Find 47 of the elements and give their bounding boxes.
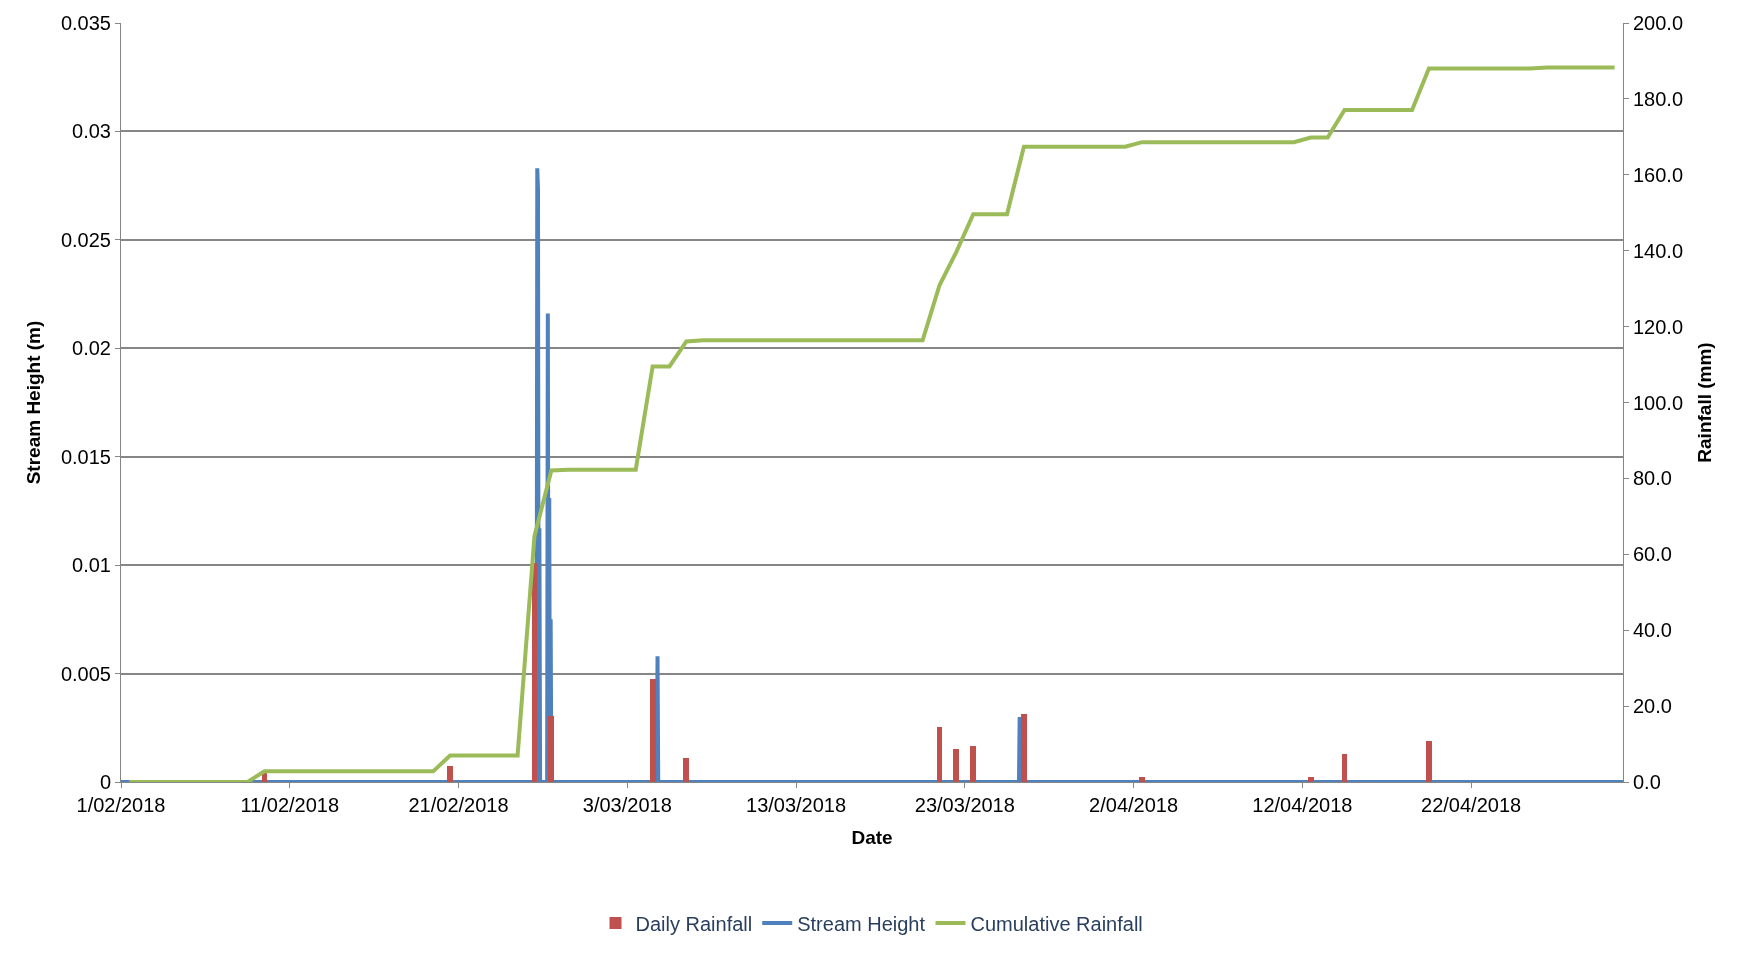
x-tick-label: 23/03/2018	[914, 794, 1015, 816]
bar	[1021, 714, 1027, 782]
y2-tick-label: 200.0	[1633, 12, 1684, 34]
y-tick-label: 0.015	[60, 445, 111, 468]
legend-label: Stream Height	[797, 912, 926, 935]
y2-tick-label: 80.0	[1633, 467, 1672, 490]
x-tick-label: 13/03/2018	[746, 794, 847, 816]
bar	[1308, 777, 1314, 782]
y-tick-label: 0.035	[60, 12, 111, 34]
y-tick-label: 0	[99, 771, 111, 793]
y2-tick-label: 60.0	[1633, 543, 1672, 566]
y2-tick-label: 160.0	[1633, 163, 1684, 186]
bar	[1342, 754, 1347, 782]
y-tick-label: 0.005	[60, 662, 111, 685]
bar	[1426, 741, 1432, 782]
y2-tick-label: 40.0	[1633, 619, 1672, 642]
y-tick-label: 0.01	[72, 554, 111, 577]
bar	[1139, 777, 1145, 782]
y-axis-title: Stream Height (m)	[22, 320, 44, 485]
x-tick-label: 1/02/2018	[76, 794, 166, 816]
y2-tick-label: 180.0	[1633, 87, 1684, 110]
x-tick-label: 22/04/2018	[1421, 794, 1522, 816]
y2-tick-label: 20.0	[1633, 695, 1672, 718]
y-tick-label: 0.025	[60, 228, 111, 251]
x-tick-label: 11/02/2018	[240, 794, 340, 816]
bar	[532, 563, 537, 782]
y-tick-label: 0.03	[72, 120, 111, 143]
x-tick-label: 21/02/2018	[408, 794, 509, 816]
legend-label: Cumulative Rainfall	[970, 912, 1143, 935]
x-tick-label: 3/03/2018	[582, 794, 672, 816]
bar	[548, 716, 554, 782]
x-axis-title: Date	[851, 826, 893, 848]
y2-tick-label: 140.0	[1633, 239, 1684, 262]
bar	[650, 679, 656, 782]
x-tick-label: 12/04/2018	[1252, 794, 1353, 816]
y2-tick-label: 120.0	[1633, 315, 1684, 338]
y2-tick-label: 100.0	[1633, 391, 1684, 414]
bar	[937, 727, 942, 782]
x-tick-label: 2/04/2018	[1089, 794, 1179, 816]
y2-tick-label: 0.0	[1633, 771, 1661, 793]
bar	[683, 758, 689, 782]
y-tick-label: 0.02	[72, 337, 111, 360]
bar	[953, 749, 959, 782]
bar	[447, 766, 453, 782]
bar	[970, 746, 976, 782]
y2-axis-title: Rainfall (mm)	[1693, 342, 1715, 463]
legend-label: Daily Rainfall	[635, 912, 753, 935]
